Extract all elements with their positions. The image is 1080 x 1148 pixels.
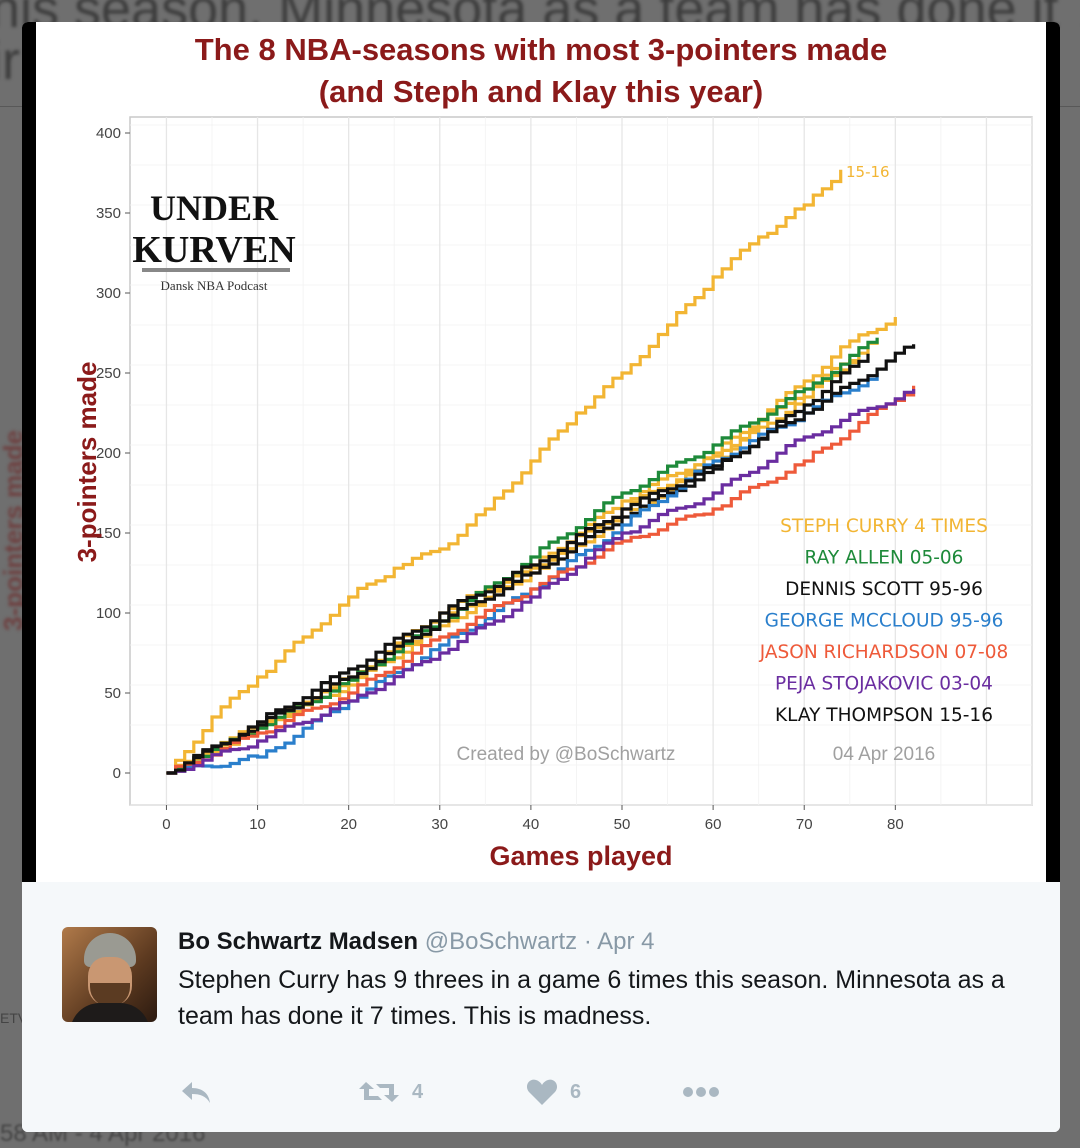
logo-rule xyxy=(142,268,290,272)
x-tick-label: 20 xyxy=(340,816,357,833)
series-line xyxy=(166,389,916,775)
y-tick-label: 250 xyxy=(96,365,121,382)
legend-entry: DENNIS SCOTT 95-96 xyxy=(785,579,983,600)
header-separator: · xyxy=(583,928,592,955)
series-line xyxy=(166,373,879,775)
x-tick-label: 80 xyxy=(887,816,904,833)
y-axis-label: 3-pointers made xyxy=(72,362,102,563)
x-axis-label: Games played xyxy=(489,841,672,871)
chart-credit: Created by @BoSchwartz xyxy=(457,744,676,765)
tweet-body: Bo Schwartz Madsen @BoSchwartz · Apr 4 S… xyxy=(22,882,1060,1132)
y-tick-label: 150 xyxy=(96,525,121,542)
y-tick-label: 0 xyxy=(113,765,121,782)
author-handle[interactable]: @BoSchwartz xyxy=(424,928,578,955)
series-line xyxy=(166,169,843,775)
like-count: 6 xyxy=(570,1080,582,1103)
legend-entry: KLAY THOMPSON 15-16 xyxy=(775,705,993,726)
legend-entry: STEPH CURRY 4 TIMES xyxy=(780,516,988,537)
x-tick-label: 50 xyxy=(614,816,631,833)
avatar[interactable] xyxy=(62,927,157,1022)
chart-svg: The 8 NBA-seasons with most 3-pointers m… xyxy=(72,32,1033,871)
x-tick-label: 60 xyxy=(705,816,722,833)
like-button[interactable]: 6 xyxy=(526,1078,581,1106)
reply-button[interactable] xyxy=(178,1078,214,1106)
series-lines xyxy=(166,169,916,775)
series-line xyxy=(166,344,916,775)
legend-entry: RAY ALLEN 05-06 xyxy=(805,548,964,569)
legend-entry: JASON RICHARDSON 07-08 xyxy=(759,642,1009,663)
plot-area xyxy=(129,116,1033,806)
y-tick-label: 400 xyxy=(96,125,121,142)
x-tick-label: 0 xyxy=(162,816,170,833)
chart-date: 04 Apr 2016 xyxy=(833,744,935,765)
avatar-coat xyxy=(70,1003,150,1022)
author-name[interactable]: Bo Schwartz Madsen xyxy=(178,928,419,955)
tweet-media[interactable]: The 8 NBA-seasons with most 3-pointers m… xyxy=(22,22,1060,882)
grid xyxy=(130,117,1033,806)
chart-title-line1: The 8 NBA-seasons with most 3-pointers m… xyxy=(195,32,887,67)
like-icon xyxy=(526,1079,558,1105)
x-tick-label: 40 xyxy=(523,816,540,833)
tweet-date[interactable]: Apr 4 xyxy=(597,928,655,955)
y-tick-label: 200 xyxy=(96,445,121,462)
x-tick-label: 30 xyxy=(431,816,448,833)
chart-image: The 8 NBA-seasons with most 3-pointers m… xyxy=(36,22,1046,882)
x-tick-label: 70 xyxy=(796,816,813,833)
tweet-card: The 8 NBA-seasons with most 3-pointers m… xyxy=(22,22,1060,1132)
series-line xyxy=(166,385,916,775)
more-icon xyxy=(683,1087,719,1097)
background-side-small: ETV xyxy=(0,1010,28,1026)
reply-icon xyxy=(182,1082,210,1103)
y-tick-label: 350 xyxy=(96,205,121,222)
axes: 0 50 100 150 200 250 300 350 400 0 10 20 30 40 50 60 70 8… xyxy=(96,125,904,833)
logo: UNDER KURVEN Dansk NBA Podcast xyxy=(132,188,295,293)
tweet-header: Bo Schwartz Madsen @BoSchwartz · Apr 4 xyxy=(178,928,655,956)
logo-tagline: Dansk NBA Podcast xyxy=(161,278,268,293)
legend: STEPH CURRY 4 TIMES RAY ALLEN 05-06 DENNIS… xyxy=(759,516,1009,726)
retweet-button[interactable]: 4 xyxy=(358,1078,423,1106)
curry-annotation: 15-16 xyxy=(846,163,890,181)
legend-entry: PEJA STOJAKOVIC 03-04 xyxy=(775,674,993,695)
x-tick-label: 10 xyxy=(249,816,266,833)
legend-entry: GEORGE MCCLOUD 95-96 xyxy=(765,611,1004,632)
chart-title-line2: (and Steph and Klay this year) xyxy=(319,74,763,109)
background-tweet-text-2: ir xyxy=(0,31,20,91)
logo-line2: KURVEN xyxy=(132,229,295,271)
tweet-text: Stephen Curry has 9 threes in a game 6 t… xyxy=(178,966,1005,1030)
logo-line1: UNDER xyxy=(150,188,279,228)
more-button[interactable] xyxy=(682,1078,722,1106)
y-tick-label: 50 xyxy=(104,685,121,702)
retweet-icon xyxy=(359,1082,399,1102)
y-tick-label: 300 xyxy=(96,285,121,302)
retweet-count: 4 xyxy=(412,1080,424,1103)
y-tick-label: 100 xyxy=(96,605,121,622)
